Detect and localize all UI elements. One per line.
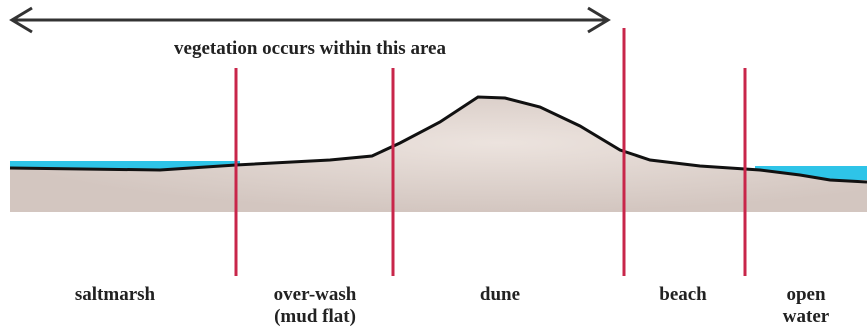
zone-label: water [783,306,830,327]
zone-label: beach [659,284,707,305]
zone-label: open [786,284,826,305]
zone-label: over-wash [274,284,357,305]
zone-label: saltmarsh [75,284,156,305]
diagram: vegetation occurs within this area saltm… [0,0,867,329]
arrow-label: vegetation occurs within this area [174,38,446,59]
zone-label: dune [480,284,520,305]
zone-label: (mud flat) [274,306,356,327]
